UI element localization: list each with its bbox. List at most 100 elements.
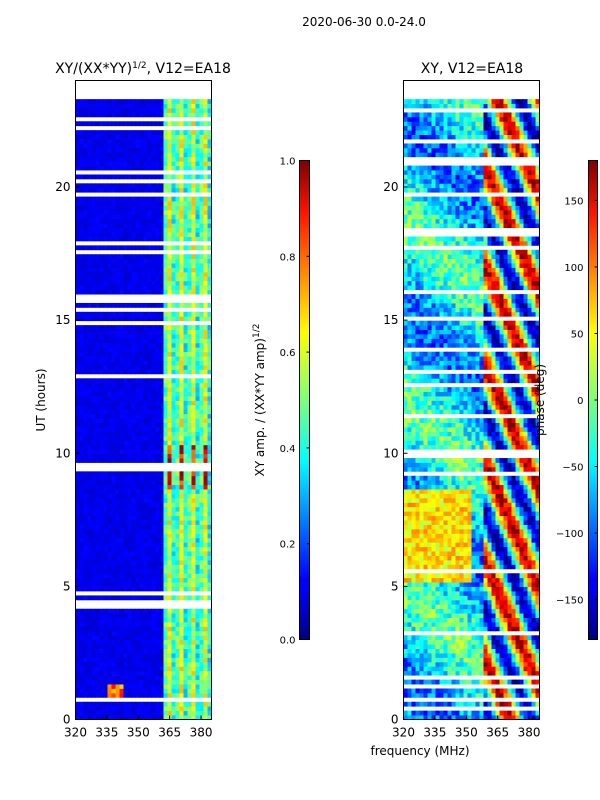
left-heat-cell xyxy=(203,480,208,486)
left-heat-cell xyxy=(111,617,116,623)
left-heat-cell xyxy=(179,271,184,277)
left-heat-cell xyxy=(79,311,84,317)
left-heat-cell xyxy=(203,254,208,260)
left-heat-cell xyxy=(163,378,168,384)
left-heat-cell xyxy=(163,99,168,104)
left-heat-cell xyxy=(195,626,200,632)
left-heat-cell xyxy=(91,573,96,579)
right-heat-cell xyxy=(527,657,532,663)
left-heat-cell xyxy=(167,484,172,490)
left-heat-cell xyxy=(91,422,96,428)
left-heat-cell xyxy=(143,214,148,220)
left-heat-cell xyxy=(131,378,136,384)
left-heat-cell xyxy=(175,617,180,623)
left-heat-cell xyxy=(99,626,104,632)
left-heat-cell xyxy=(159,227,164,233)
left-heat-cell xyxy=(95,108,100,113)
left-heat-cell xyxy=(111,622,116,627)
left-heat-cell xyxy=(163,568,168,574)
left-heat-cell xyxy=(99,302,104,308)
right-heat-cell xyxy=(495,701,500,707)
left-heat-cell xyxy=(91,489,96,494)
right-heat-cell xyxy=(435,635,440,641)
left-heat-cell xyxy=(75,675,80,681)
left-heat-cell xyxy=(103,232,108,237)
left-heat-cell xyxy=(151,644,156,649)
right-heat-cell xyxy=(475,604,480,610)
left-heat-cell xyxy=(123,670,128,676)
left-heat-cell xyxy=(99,608,104,614)
left-heat-cell xyxy=(87,635,92,641)
right-heat-cell xyxy=(435,679,440,685)
left-heat-cell xyxy=(127,666,132,672)
right-heat-cell xyxy=(515,622,520,627)
left-heat-cell xyxy=(163,648,168,654)
left-heat-cell xyxy=(83,639,88,645)
left-heat-cell xyxy=(155,396,160,401)
left-heat-cell xyxy=(127,409,132,415)
left-heat-cell xyxy=(123,360,128,366)
left-heat-cell xyxy=(183,325,188,330)
left-heat-cell xyxy=(199,121,204,127)
left-heat-cell xyxy=(175,165,180,171)
right-heat-cell xyxy=(403,635,408,641)
right-heat-cell xyxy=(455,604,460,610)
left-heat-cell xyxy=(107,396,112,401)
right-heat-cell xyxy=(439,595,444,601)
left-heat-cell xyxy=(127,440,132,446)
left-heat-cell xyxy=(115,276,120,282)
right-heat-cell xyxy=(503,644,508,649)
left-heat-cell xyxy=(87,165,92,171)
left-heat-cell xyxy=(135,245,140,251)
left-heat-cell xyxy=(139,325,144,330)
right-heat-cell xyxy=(431,617,436,623)
left-heat-cell xyxy=(115,152,120,158)
left-heat-cell xyxy=(207,440,212,446)
left-heat-cell xyxy=(119,387,124,392)
left-heat-cell xyxy=(115,639,120,645)
left-heat-cell xyxy=(175,214,180,220)
left-heat-cell xyxy=(83,653,88,658)
right-heat-cell xyxy=(443,622,448,627)
right-heat-cell xyxy=(487,635,492,641)
left-heat-cell xyxy=(131,684,136,689)
left-heat-cell xyxy=(103,103,108,109)
left-heat-cell xyxy=(95,639,100,645)
left-heat-cell xyxy=(151,480,156,486)
left-heat-cell xyxy=(203,396,208,401)
right-heat-cell xyxy=(507,599,512,605)
right-heat-cell xyxy=(423,599,428,605)
left-heat-cell xyxy=(179,559,184,565)
left-heat-cell xyxy=(203,427,208,432)
left-heat-cell xyxy=(199,302,204,308)
left-heat-cell xyxy=(187,302,192,308)
left-heat-cell xyxy=(175,333,180,339)
left-heat-cell xyxy=(155,511,160,517)
left-heat-cell xyxy=(87,333,92,339)
left-heat-cell xyxy=(147,511,152,517)
left-heat-cell xyxy=(147,595,152,601)
left-heat-cell xyxy=(167,99,172,104)
right-heat-cell xyxy=(487,715,492,720)
left-heat-cell xyxy=(123,351,128,357)
left-heat-cell xyxy=(123,382,128,388)
left-heat-cell xyxy=(91,369,96,375)
left-heat-cell xyxy=(103,471,108,477)
left-heat-cell xyxy=(75,648,80,654)
right-heat-cell xyxy=(519,661,524,667)
left-heat-cell xyxy=(119,617,124,623)
left-heat-cell xyxy=(143,227,148,233)
left-heat-cell xyxy=(83,635,88,641)
right-heat-cell xyxy=(467,670,472,676)
left-heat-cell xyxy=(115,431,120,437)
left-heat-cell xyxy=(95,103,100,109)
left-heat-cell xyxy=(111,99,116,104)
left-heat-cell xyxy=(87,559,92,565)
left-heat-cell xyxy=(87,201,92,206)
left-heat-cell xyxy=(151,152,156,158)
right-heat-cell xyxy=(471,608,476,614)
left-heat-cell xyxy=(83,679,88,685)
left-heat-cell xyxy=(191,608,196,614)
left-heat-cell xyxy=(191,365,196,370)
left-heat-cell xyxy=(135,577,140,583)
